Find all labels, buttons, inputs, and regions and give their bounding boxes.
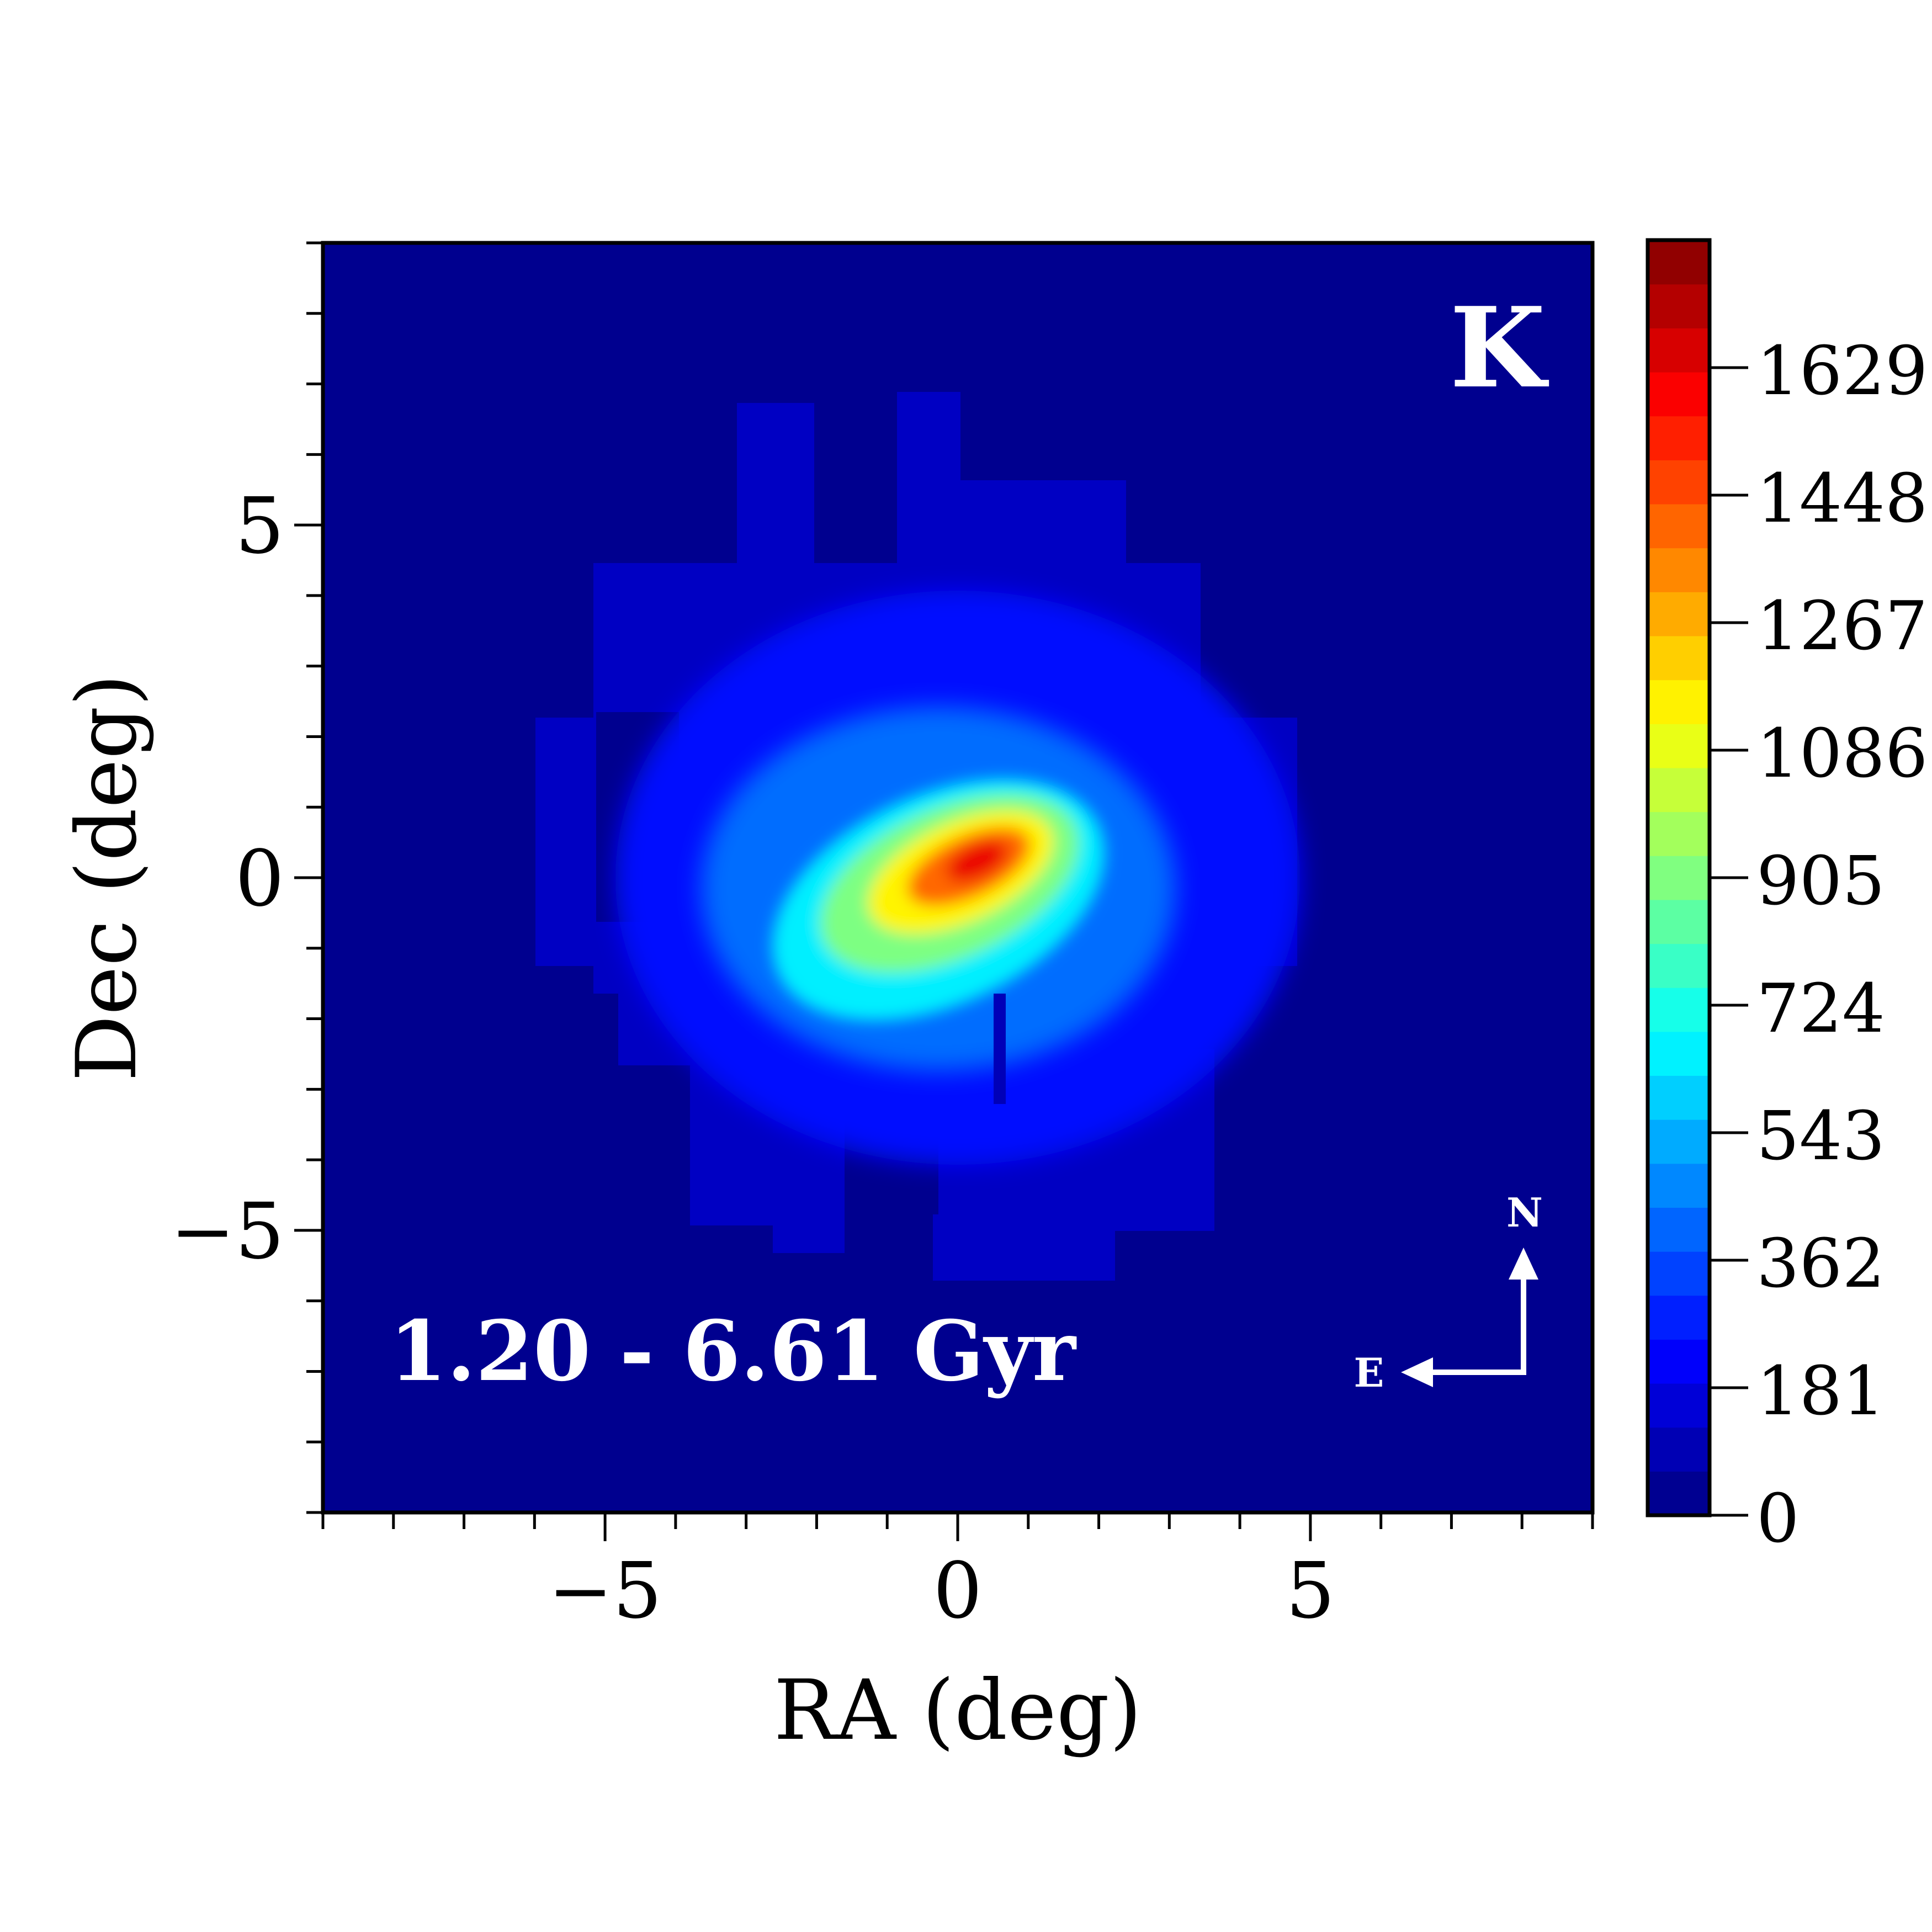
colorbar-band bbox=[1648, 856, 1710, 900]
compass-north-arrowhead bbox=[1509, 1248, 1538, 1280]
y-tick-label: −5 bbox=[171, 1187, 284, 1277]
colorbar-tick-label: 543 bbox=[1756, 1097, 1885, 1175]
colorbar-band bbox=[1648, 724, 1710, 768]
compass-north-label: N bbox=[1506, 1189, 1543, 1236]
colorbar-band bbox=[1648, 1339, 1710, 1384]
compass-east-arrowhead bbox=[1401, 1357, 1433, 1387]
bar-peak bbox=[946, 840, 1008, 882]
compass-east-label: E bbox=[1354, 1349, 1384, 1396]
colorbar-band bbox=[1648, 1163, 1710, 1208]
y-tick-label: 5 bbox=[235, 481, 284, 571]
colorbar-band bbox=[1648, 1075, 1710, 1120]
x-tick-label: 5 bbox=[1286, 1546, 1335, 1636]
colorbar-band bbox=[1648, 899, 1710, 944]
colorbar-band bbox=[1648, 943, 1710, 988]
footprint-dark-stripe bbox=[994, 994, 1006, 1104]
colorbar-tick-label: 1267 bbox=[1756, 587, 1928, 665]
colorbar-band bbox=[1648, 1119, 1710, 1164]
colorbar-tick-label: 1086 bbox=[1756, 714, 1928, 793]
colorbar-tick-label: 1448 bbox=[1756, 459, 1928, 538]
x-axis: −5 0 5 bbox=[321, 1512, 1594, 1636]
colorbar-tick-label: 0 bbox=[1756, 1479, 1800, 1558]
colorbar-band bbox=[1648, 284, 1710, 328]
y-axis: −5 0 5 bbox=[171, 241, 323, 1514]
colorbar-band bbox=[1648, 635, 1710, 681]
colorbar-band bbox=[1648, 1031, 1710, 1076]
age-range-annotation: 1.20 - 6.61 Gyr bbox=[389, 1303, 1077, 1400]
colorbar-band bbox=[1648, 1427, 1710, 1472]
y-tick-label: 0 bbox=[235, 834, 284, 924]
x-tick-label: −5 bbox=[548, 1546, 662, 1636]
colorbar-band bbox=[1648, 503, 1710, 549]
colorbar-band bbox=[1648, 1295, 1710, 1340]
colorbar-band bbox=[1648, 680, 1710, 724]
colorbar-band bbox=[1648, 328, 1710, 373]
colorbar-band bbox=[1648, 548, 1710, 592]
x-axis-label: RA (deg) bbox=[774, 1663, 1142, 1759]
colorbar-band bbox=[1648, 1471, 1710, 1516]
colorbar-tick-label: 181 bbox=[1756, 1352, 1885, 1430]
colorbar-band bbox=[1648, 371, 1710, 417]
colorbar-band bbox=[1648, 1383, 1710, 1428]
colorbar-band bbox=[1648, 240, 1710, 285]
colorbar-band bbox=[1648, 1251, 1710, 1296]
colorbar-band bbox=[1648, 1207, 1710, 1252]
colorbar-band bbox=[1648, 767, 1710, 813]
colorbar-band bbox=[1648, 460, 1710, 505]
colorbar-tick-label: 362 bbox=[1756, 1224, 1885, 1303]
y-axis-label: Dec (deg) bbox=[59, 674, 155, 1082]
panel-label: K bbox=[1450, 283, 1549, 413]
density-map: K 1.20 - 6.61 Gyr N E bbox=[323, 243, 1593, 1512]
colorbar-tick-label: 905 bbox=[1756, 842, 1885, 920]
colorbar-band bbox=[1648, 988, 1710, 1032]
x-tick-label: 0 bbox=[933, 1546, 982, 1636]
colorbar-band bbox=[1648, 811, 1710, 856]
colorbar-tick-label: 724 bbox=[1756, 969, 1885, 1048]
compass: N E bbox=[1354, 1189, 1543, 1396]
colorbar-band bbox=[1648, 416, 1710, 460]
colorbar-tick-label: 1629 bbox=[1756, 332, 1928, 410]
colorbar-band bbox=[1648, 592, 1710, 636]
colorbar: 0 181 362 543 724 905 1086 1267 1448 1629 bbox=[1646, 238, 1928, 1558]
